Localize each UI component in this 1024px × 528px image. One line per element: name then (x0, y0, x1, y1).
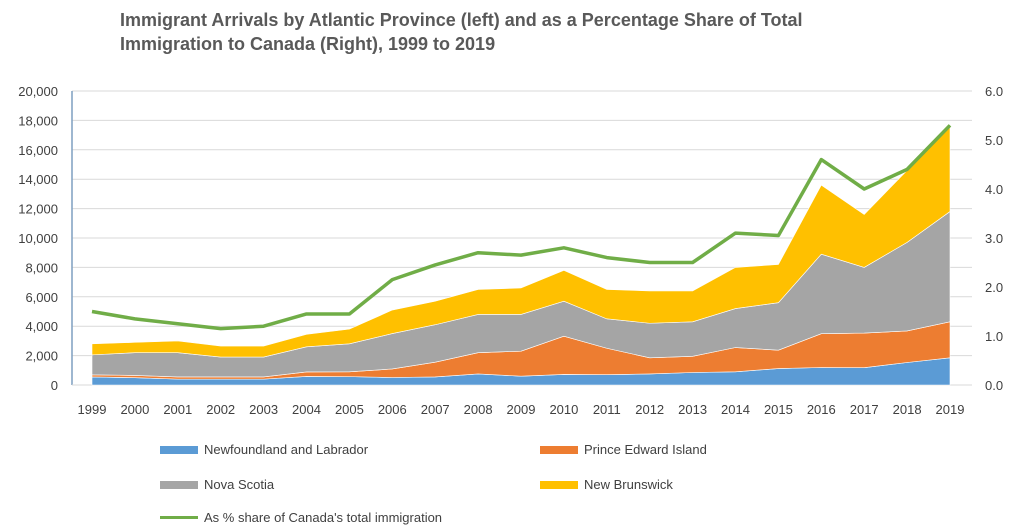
y-tick-label: 8,000 (25, 260, 58, 275)
x-tick-label: 2006 (378, 402, 407, 417)
y-tick-label: 20,000 (18, 84, 58, 99)
x-tick-label: 2014 (721, 402, 750, 417)
chart-title: Immigrant Arrivals by Atlantic Province … (120, 8, 940, 56)
y-tick-label: 12,000 (18, 202, 58, 217)
x-tick-label: 2019 (936, 402, 965, 417)
legend-label: As % share of Canada's total immigration (204, 510, 443, 525)
y-tick-label: 16,000 (18, 143, 58, 158)
x-tick-label: 2011 (593, 402, 621, 417)
y2-tick-label: 5.0 (985, 133, 1003, 148)
x-tick-label: 2008 (464, 402, 493, 417)
y-tick-label: 2,000 (25, 349, 58, 364)
y2-tick-label: 0.0 (985, 378, 1003, 393)
x-tick-label: 2000 (120, 402, 149, 417)
legend-item-nl: Newfoundland and Labrador (160, 442, 368, 457)
x-tick-label: 2017 (850, 402, 879, 417)
legend-label: Newfoundland and Labrador (204, 442, 369, 457)
x-tick-label: 2015 (764, 402, 793, 417)
legend-label: New Brunswick (584, 477, 673, 492)
legend-item-ns: Nova Scotia (160, 477, 274, 492)
y-tick-label: 0 (51, 378, 58, 393)
legend-item-share: As % share of Canada's total immigration (160, 510, 442, 525)
area-new-brunswick (91, 125, 951, 358)
legend-swatch (540, 445, 578, 454)
y-tick-label: 18,000 (18, 113, 58, 128)
y-tick-label: 14,000 (18, 172, 58, 187)
legend-item-pei: Prince Edward Island (540, 442, 707, 457)
y2-tick-label: 6.0 (985, 84, 1003, 99)
x-tick-label: 2005 (335, 402, 364, 417)
legend-swatch (160, 480, 198, 489)
x-tick-label: 2003 (249, 402, 278, 417)
x-tick-label: 2013 (678, 402, 707, 417)
y-tick-label: 6,000 (25, 290, 58, 305)
y2-tick-label: 1.0 (985, 329, 1003, 344)
chart-title-line-2: Immigration to Canada (Right), 1999 to 2… (120, 34, 496, 54)
legend-line (160, 516, 198, 519)
y2-tick-label: 4.0 (985, 182, 1003, 197)
legend-swatch (540, 480, 578, 489)
y2-tick-label: 3.0 (985, 231, 1003, 246)
legend-label: Nova Scotia (204, 477, 275, 492)
x-tick-label: 2001 (163, 402, 192, 417)
x-tick-label: 2007 (421, 402, 450, 417)
legend-label: Prince Edward Island (584, 442, 707, 457)
y-tick-label: 10,000 (18, 231, 58, 246)
x-tick-label: 2012 (635, 402, 664, 417)
x-tick-label: 2002 (206, 402, 235, 417)
x-tick-label: 2016 (807, 402, 836, 417)
chart-title-line-1: Immigrant Arrivals by Atlantic Province … (120, 10, 803, 30)
legend-swatch (160, 445, 198, 454)
x-tick-label: 1999 (78, 402, 107, 417)
share-line (91, 124, 952, 331)
x-tick-label: 2010 (549, 402, 578, 417)
x-tick-label: 2018 (893, 402, 922, 417)
x-tick-label: 2004 (292, 402, 321, 417)
y-tick-label: 4,000 (25, 319, 58, 334)
x-tick-label: 2009 (507, 402, 536, 417)
legend-item-nb: New Brunswick (540, 477, 673, 492)
y2-tick-label: 2.0 (985, 280, 1003, 295)
